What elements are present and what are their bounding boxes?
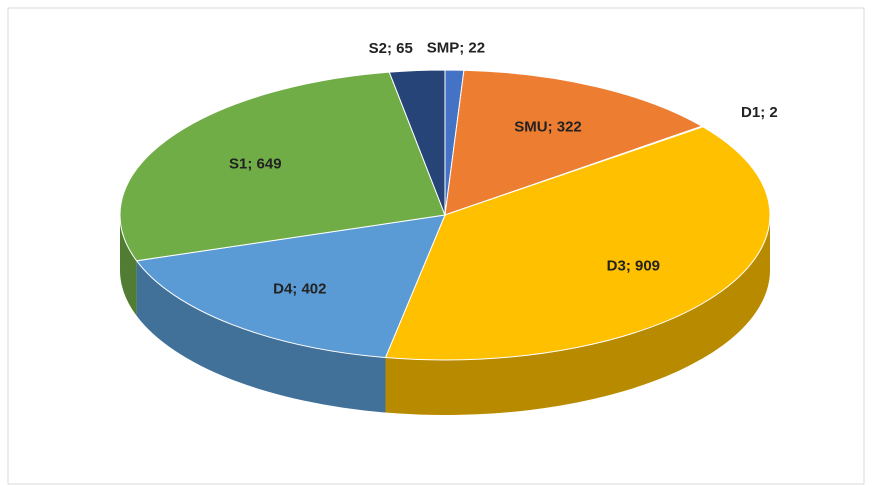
slice-side-shade [136,260,386,413]
data-label: D1; 2 [741,104,778,121]
data-label: S2; 65 [369,40,413,57]
slice-side-shade [385,215,770,415]
slice [119,71,446,262]
slice-side [136,260,386,413]
data-label: S1; 649 [229,155,282,172]
slice [384,126,771,361]
slice [444,69,704,216]
data-label: SMU; 322 [514,119,582,136]
slice [135,214,446,359]
slice-side-shade [120,215,137,316]
slice-side [385,215,770,415]
slice [388,69,446,216]
data-label: D4; 402 [273,280,326,297]
data-label: D3; 909 [607,258,660,275]
slice-side [120,215,137,316]
data-label: SMP; 22 [427,39,485,56]
